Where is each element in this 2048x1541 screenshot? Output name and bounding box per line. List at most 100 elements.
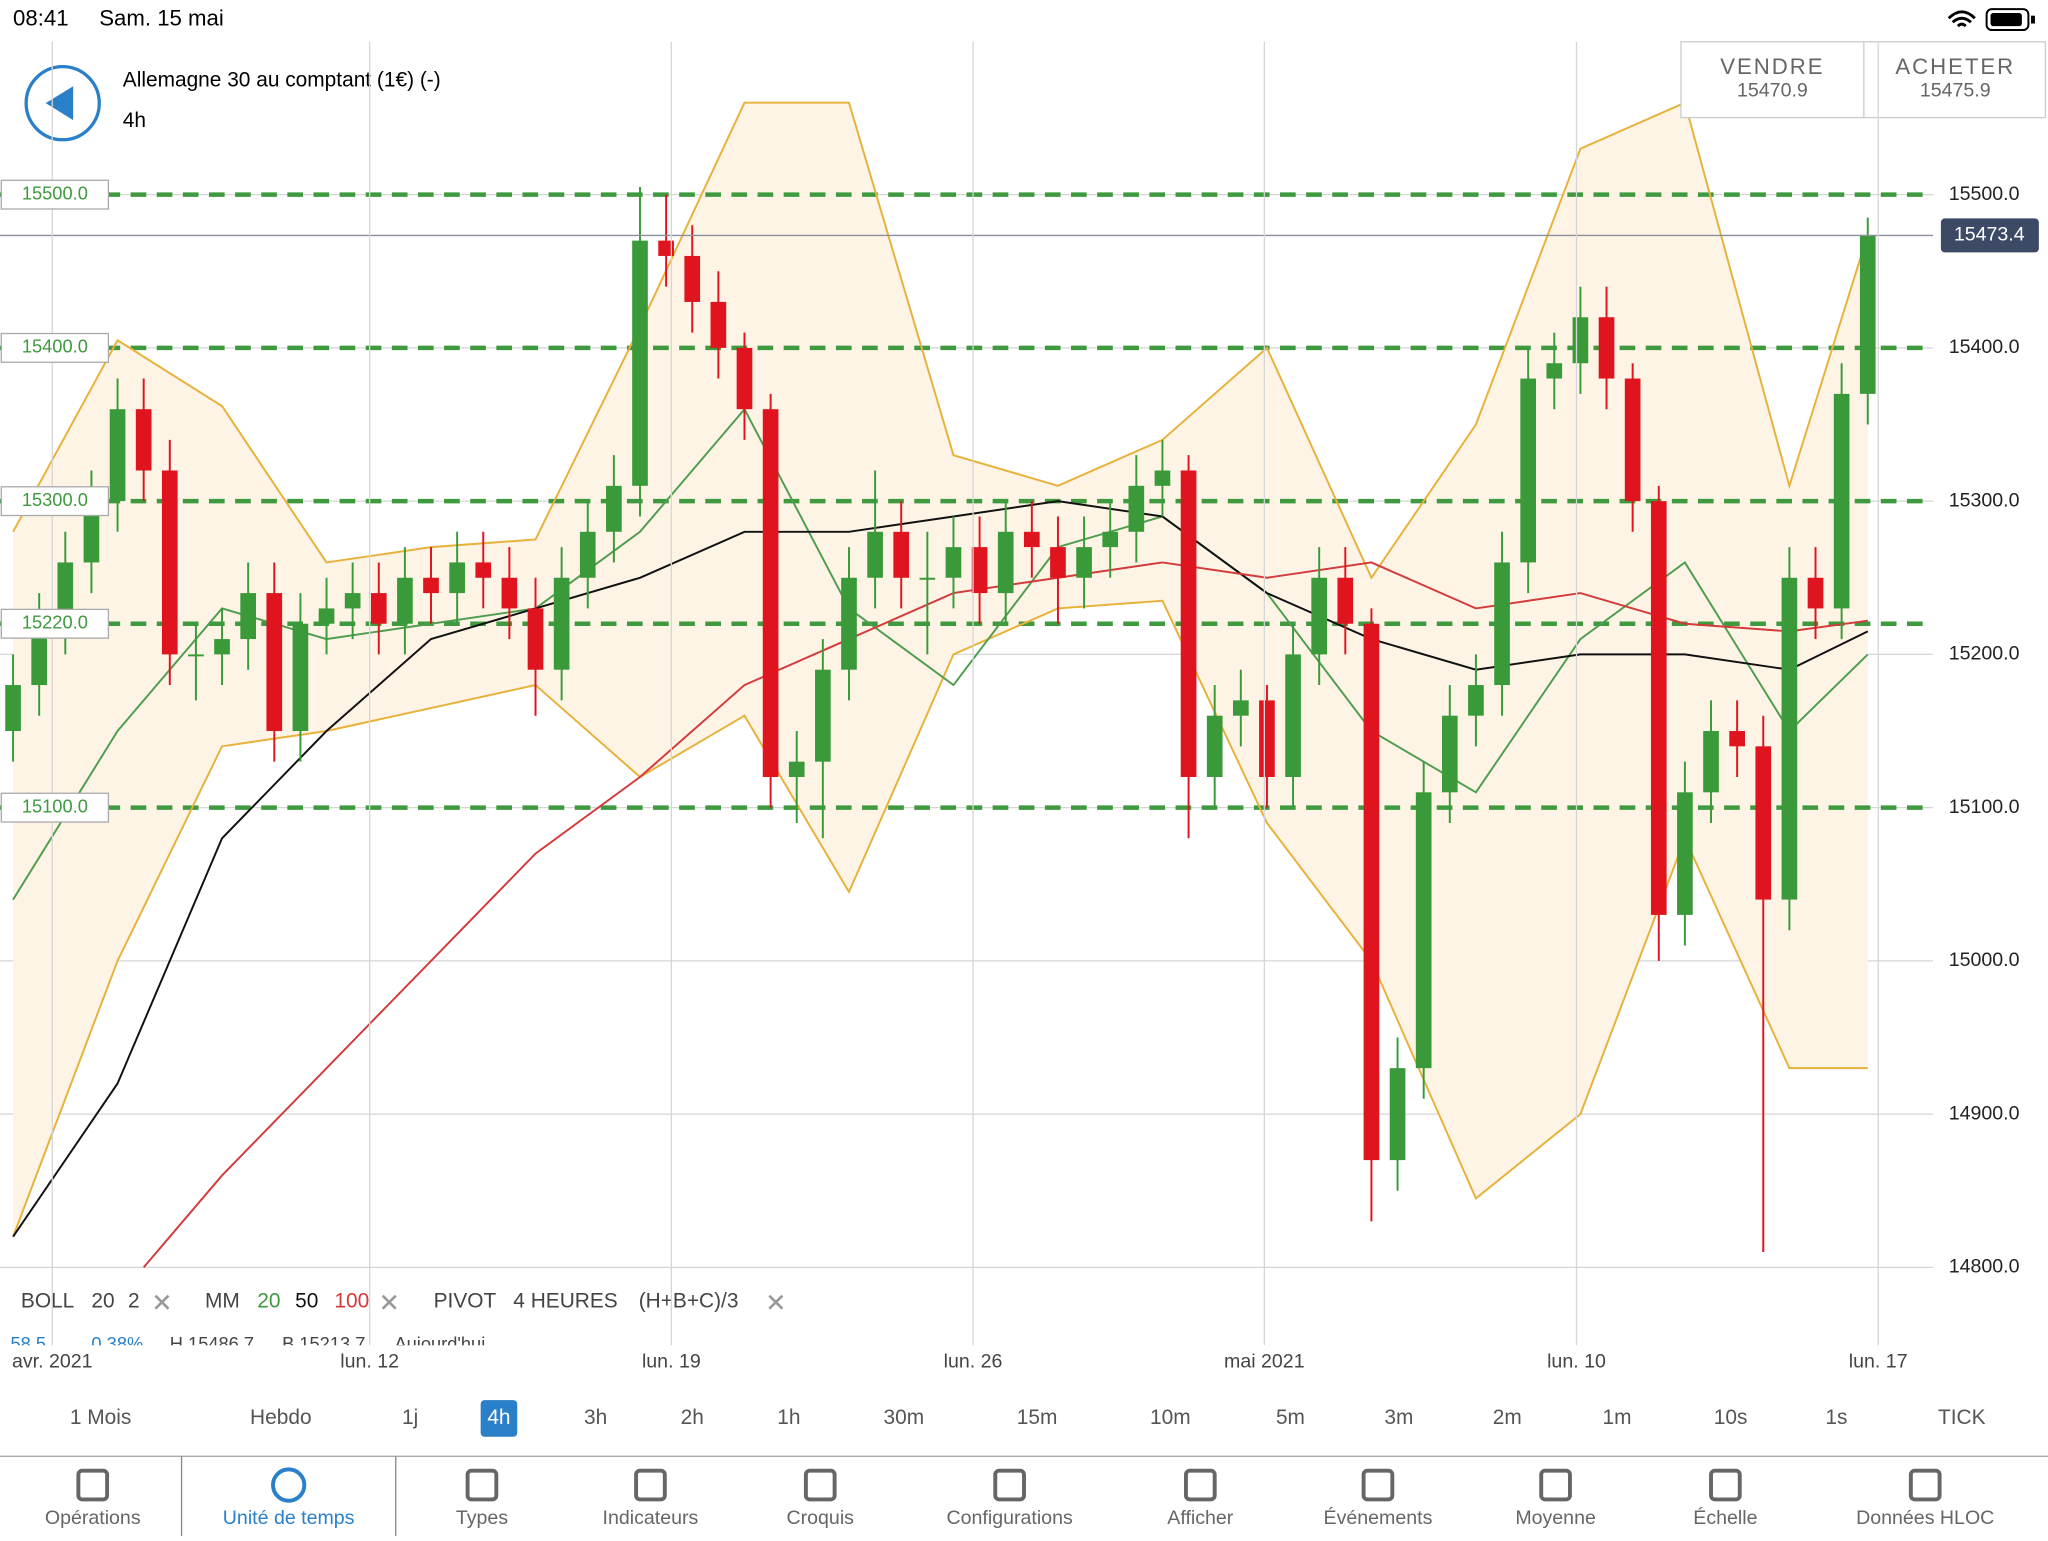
tab-label[interactable]: Afficher (1167, 1507, 1233, 1529)
indicator-line (12, 101, 1869, 580)
candle-body (475, 562, 492, 578)
candle-body (945, 547, 962, 578)
remove-icon[interactable] (154, 1294, 170, 1310)
timeframe-option[interactable]: 1h (777, 1406, 800, 1429)
timeframe-option[interactable]: 10m (1150, 1406, 1191, 1429)
tab-label[interactable]: Données HLOC (1856, 1507, 1994, 1529)
tab-label[interactable]: Configurations (947, 1507, 1073, 1529)
candle-body (1311, 577, 1328, 655)
candle-body (788, 761, 805, 777)
timeframe-option[interactable]: 30m (884, 1406, 925, 1429)
timeframe-option[interactable]: 15m (1017, 1406, 1058, 1429)
candle-body (370, 593, 387, 624)
timeframe-option[interactable]: 3m (1384, 1406, 1413, 1429)
y-tick-label: 15200.0 (1949, 643, 2020, 665)
candle-body (1755, 746, 1772, 900)
tab-icon (1539, 1468, 1572, 1502)
candle-body (632, 240, 648, 486)
tab-label[interactable]: Unité de temps (223, 1507, 355, 1529)
legend-param: 100 (334, 1290, 369, 1313)
candle-body (1180, 470, 1197, 777)
legend-param: (H+B+C)/3 (639, 1290, 739, 1313)
x-tick-label: lun. 19 (642, 1350, 701, 1372)
candle-body (736, 347, 753, 410)
sell-button[interactable]: VENDRE 15470.9 (1720, 54, 1824, 102)
buy-button[interactable]: ACHETER 15475.9 (1895, 54, 2015, 102)
candle-body (1546, 363, 1563, 379)
x-tick-label: avr. 2021 (12, 1350, 93, 1372)
tab-label[interactable]: Événements (1324, 1506, 1433, 1529)
status-time: 08:41 (13, 5, 69, 30)
candle-body (1128, 485, 1145, 532)
timeframe-option[interactable]: 2m (1493, 1406, 1522, 1429)
y-tick-label: 15400.0 (1949, 336, 2020, 358)
timeframe-option[interactable]: 1j (402, 1406, 418, 1429)
back-button[interactable] (24, 64, 101, 142)
legend-param: 20 (257, 1290, 280, 1313)
candle-body (318, 608, 335, 624)
legend-label: PIVOT (434, 1290, 497, 1313)
candle-body (893, 531, 910, 578)
x-tick-label: lun. 26 (944, 1350, 1003, 1372)
candle-body (1598, 317, 1615, 379)
remove-icon[interactable] (768, 1294, 784, 1310)
candle-body (266, 593, 283, 732)
timeframe-option[interactable]: 5m (1276, 1406, 1305, 1429)
timeframe-option[interactable]: 1m (1602, 1406, 1631, 1429)
candle-body (109, 409, 126, 502)
timeframe-option[interactable]: 10s (1714, 1406, 1748, 1429)
candle-body (1285, 654, 1301, 777)
sell-price[interactable]: 15470.9 (1737, 80, 1808, 102)
tab-label[interactable]: Opérations (45, 1507, 141, 1529)
tab-label[interactable]: Indicateurs (603, 1507, 699, 1529)
instrument-title: Allemagne 30 au comptant (1€) (-) (123, 68, 441, 91)
candle-body (579, 531, 596, 578)
tab-icon (271, 1467, 307, 1503)
tab-label[interactable]: Types (456, 1507, 508, 1529)
buy-price[interactable]: 15475.9 (1920, 80, 1991, 102)
candle-body (658, 240, 674, 256)
last-price-label: 15473.4 (1954, 224, 2025, 246)
timeframe-option[interactable]: 3h (584, 1406, 607, 1429)
candle-body (867, 531, 883, 578)
candle-body (997, 531, 1014, 594)
candle-body (1572, 317, 1589, 364)
timeframe-option[interactable]: 2h (681, 1406, 704, 1429)
timeframe-option[interactable]: TICK (1938, 1406, 1986, 1429)
pivot-label-box (0, 486, 110, 517)
remove-icon[interactable] (381, 1294, 397, 1310)
legend-param: 50 (295, 1290, 318, 1313)
tab-label[interactable]: Moyenne (1515, 1507, 1596, 1529)
timeframe-option[interactable]: 1s (1825, 1406, 1847, 1429)
pivot-label-box (0, 608, 110, 639)
candle-body (1076, 547, 1092, 578)
candle-body (1389, 1068, 1406, 1161)
timeframe-option[interactable]: Hebdo (250, 1406, 312, 1429)
candle-body (1807, 577, 1824, 609)
candle-body (83, 501, 100, 563)
timeframe-bar: 1 Mois Hebdo 1j 4h 3h 2h 1h 30m 15m 10m 5m 3m 2m 1m 10… (70, 1400, 1986, 1437)
candle-body (1363, 623, 1380, 1161)
pivot-label: 15100.0 (22, 795, 88, 816)
candle-body (135, 409, 152, 471)
candle-body (971, 547, 988, 594)
tab-label[interactable]: Échelle (1693, 1506, 1757, 1529)
tab-label[interactable]: Croquis (787, 1507, 855, 1529)
x-tick-label: lun. 10 (1547, 1350, 1606, 1372)
candle-body (1206, 715, 1223, 777)
tab-icon (76, 1468, 110, 1502)
timeframe-option[interactable]: 4h (487, 1406, 510, 1429)
timeframe-option[interactable]: 1 Mois (70, 1406, 131, 1429)
x-tick-label: lun. 17 (1849, 1350, 1908, 1372)
sell-label[interactable]: VENDRE (1720, 54, 1824, 79)
buy-label[interactable]: ACHETER (1895, 54, 2015, 79)
candle-body (5, 685, 21, 732)
candle-body (527, 608, 544, 670)
timeframe-label: 4h (123, 109, 146, 132)
candle-body (161, 470, 178, 655)
date-band (0, 1345, 1934, 1380)
candle-body (1441, 715, 1458, 793)
tab-icon (634, 1468, 667, 1502)
y-tick-label: 14800.0 (1949, 1256, 2020, 1278)
